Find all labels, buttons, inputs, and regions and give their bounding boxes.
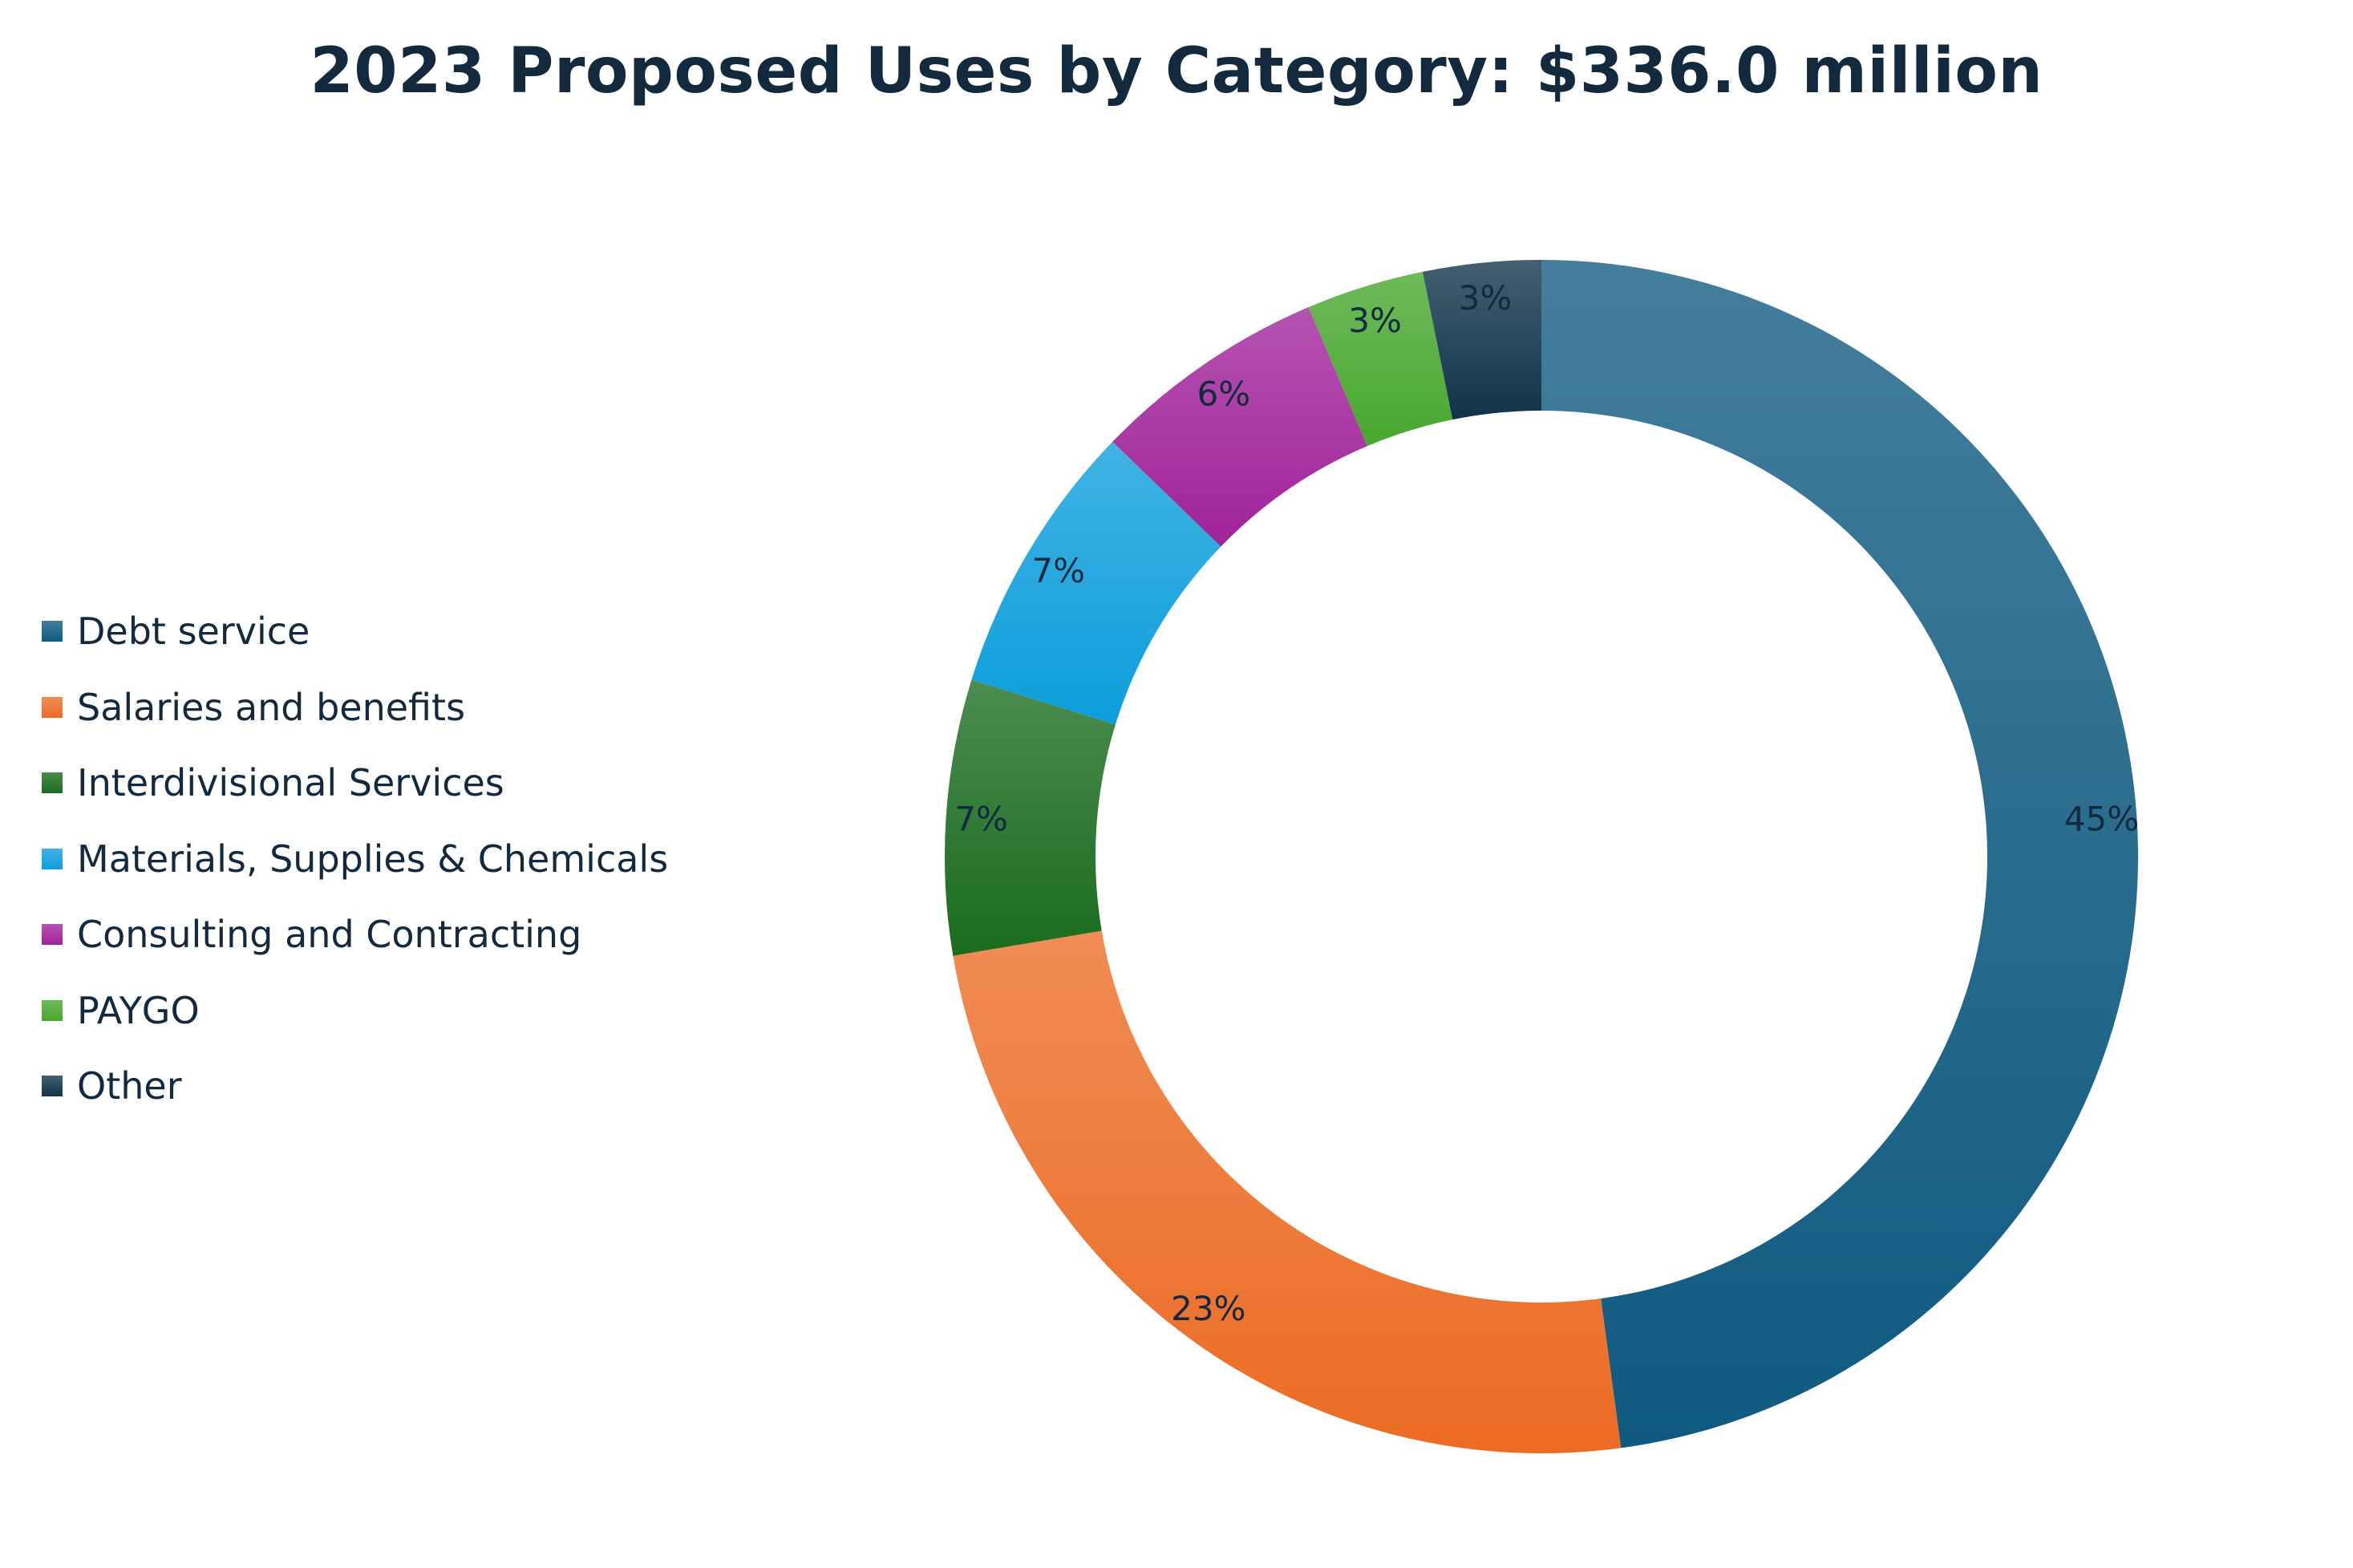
data-label: 7% [954, 800, 1008, 839]
donut-slice-paygo [1308, 271, 1453, 447]
donut-slice-other [1422, 260, 1541, 420]
chart-title: 2023 Proposed Uses by Category: $336.0 m… [310, 35, 2043, 107]
legend-swatch [42, 621, 63, 642]
data-label: 6% [1197, 374, 1251, 413]
data-label: 45% [2064, 800, 2139, 839]
legend-label: Salaries and benefits [77, 685, 466, 729]
donut-slice-consulting-and-contracting [1112, 307, 1367, 547]
legend-label: Interdivisional Services [77, 761, 504, 805]
data-label: 3% [1348, 301, 1402, 340]
legend-label: Consulting and Contracting [77, 913, 582, 957]
legend-label: Debt service [77, 610, 310, 654]
legend-item-paygo: PAYGO [42, 973, 668, 1049]
legend-swatch [42, 999, 63, 1021]
donut-slice-debt-service [1541, 260, 2138, 1448]
data-label: 7% [1031, 551, 1085, 590]
donut-slices [945, 260, 2138, 1453]
data-label: 23% [1171, 1289, 1245, 1328]
legend-item-materials: Materials, Supplies & Chemicals [42, 821, 668, 897]
legend-swatch [42, 1076, 63, 1097]
legend-swatch [42, 848, 63, 869]
legend-label: PAYGO [77, 988, 200, 1032]
donut-slice-materials-supplies-chemicals [971, 441, 1221, 725]
legend-swatch [42, 696, 63, 718]
legend-item-debt-service: Debt service [42, 594, 668, 670]
legend-swatch [42, 772, 63, 794]
legend-item-consulting: Consulting and Contracting [42, 897, 668, 973]
legend-label: Materials, Supplies & Chemicals [77, 837, 669, 881]
legend-item-interdivisional: Interdivisional Services [42, 745, 668, 821]
legend: Debt service Salaries and benefits Inter… [42, 594, 668, 1124]
donut-slice-salaries-and-benefits [953, 930, 1622, 1453]
legend-label: Other [77, 1064, 182, 1108]
legend-item-salaries: Salaries and benefits [42, 670, 668, 746]
legend-swatch [42, 924, 63, 946]
data-label: 3% [1459, 278, 1513, 318]
donut-slice-interdivisional-services [945, 679, 1116, 956]
donut-labels: 45% 23% 7% 7% 6% 3% 3% [954, 278, 2139, 1328]
legend-item-other: Other [42, 1048, 668, 1124]
